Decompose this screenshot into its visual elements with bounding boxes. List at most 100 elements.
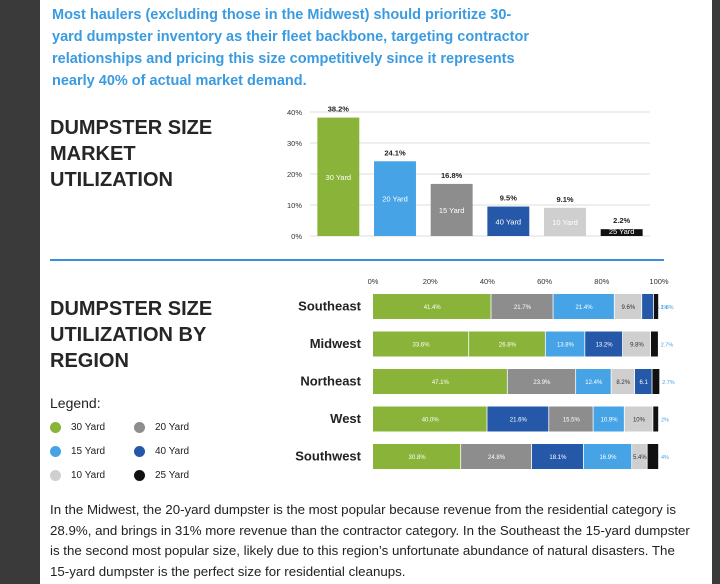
segment-value-label: 13.2%	[596, 343, 614, 349]
stack-segment	[653, 406, 659, 432]
bar-value-label: 24.1%	[384, 148, 406, 157]
bar-category-label: 20 Yard	[382, 195, 408, 204]
segment-value-label: 10%	[633, 418, 646, 424]
x-tick-label: 80%	[594, 277, 609, 286]
stack-segment	[642, 294, 654, 319]
legend-item: 30 Yard	[50, 422, 105, 433]
legend-swatch	[50, 470, 61, 481]
stack-segment	[632, 444, 647, 469]
legend-swatch	[134, 470, 145, 481]
legend-swatch	[134, 446, 145, 457]
segment-value-label: 47.1%	[432, 380, 450, 386]
market-utilization-title: DUMPSTER SIZE MARKET UTILIZATION	[50, 117, 213, 191]
legend-title: Legend:	[50, 395, 101, 411]
region-utilization-title: DUMPSTER SIZE UTILIZATION BY REGION	[50, 298, 213, 372]
window-frame-right	[712, 0, 720, 584]
segment-value-label: 4.1%	[656, 305, 669, 311]
segment-value-label: 2%	[661, 418, 669, 424]
segment-value-label: 21.7%	[514, 305, 532, 311]
stack-segment	[507, 369, 576, 394]
stack-segment	[624, 406, 653, 432]
segment-value-label: 2.7%	[661, 343, 674, 349]
stack-segment	[549, 406, 593, 432]
y-tick-label: 20%	[287, 170, 302, 179]
legend-label: 10 Yard	[71, 470, 106, 481]
y-tick-label: 0%	[291, 232, 302, 241]
legend-swatch	[134, 422, 145, 433]
stack-segment	[583, 444, 632, 469]
y-tick-label: 10%	[287, 201, 302, 210]
segment-value-label: 9.6%	[622, 305, 636, 311]
headline: Most haulers (excluding those in the Mid…	[52, 7, 529, 89]
bar	[374, 161, 416, 236]
stack-segment	[373, 444, 461, 469]
footer-paragraph: In the Midwest, the 20-yard dumpster is …	[50, 502, 690, 579]
section-divider	[50, 259, 664, 261]
stack-segment	[469, 331, 545, 357]
segment-value-label: 5.4%	[633, 455, 647, 461]
bar	[430, 183, 473, 236]
legend-item: 40 Yard	[134, 446, 189, 457]
segment-value-label: 4%	[661, 455, 669, 461]
legend-swatch	[50, 446, 61, 457]
stack-segment	[487, 406, 549, 432]
stack-segment	[614, 294, 642, 319]
stack-segment	[553, 294, 614, 319]
legend-label: 20 Yard	[155, 422, 190, 433]
region-utilization-chart: 0% 20% 40% 60% 80% 100% Southeast 41.4% 21.7% 21.…	[295, 277, 675, 469]
segment-value-label: 40.0%	[422, 418, 440, 424]
legend-item: 10 Yard	[50, 470, 105, 481]
segment-value-label: 13.8%	[557, 343, 575, 349]
stack-segment	[652, 369, 660, 394]
stack-segment	[545, 331, 585, 357]
bar-category-label: 25 Yard	[609, 227, 635, 236]
stack-segment	[373, 331, 469, 357]
bar-value-label: 9.5%	[500, 194, 517, 203]
stack-segment	[373, 369, 507, 394]
bar	[317, 117, 360, 236]
bar-category-label: 15 Yard	[439, 206, 465, 215]
stack-segment	[622, 331, 651, 357]
region-label: Northeast	[300, 374, 361, 389]
legend-label: 30 Yard	[71, 422, 106, 433]
stack-segment	[634, 369, 652, 394]
stack-segment	[576, 369, 611, 394]
segment-value-label: 24.8%	[488, 455, 506, 461]
segment-value-label: 30.8%	[409, 455, 427, 461]
legend-label: 25 Yard	[155, 470, 190, 481]
bar-value-label: 16.8%	[441, 171, 463, 180]
legend-swatch	[50, 422, 61, 433]
region-label: Southeast	[298, 299, 362, 314]
segment-value-label: 26.8%	[499, 343, 517, 349]
segment-value-label: 41.4%	[424, 305, 442, 311]
bar-category-label: 10 Yard	[552, 218, 578, 227]
legend-label: 40 Yard	[155, 446, 190, 457]
x-tick-label: 20%	[423, 277, 438, 286]
region-label: Southwest	[295, 449, 361, 464]
bar-value-label: 38.2%	[328, 105, 350, 114]
x-tick-label: 60%	[537, 277, 552, 286]
segment-value-label: 21.4%	[576, 305, 594, 311]
legend-label: 15 Yard	[71, 446, 106, 457]
bar	[544, 207, 586, 236]
segment-value-label: 10.9%	[601, 418, 619, 424]
segment-value-label: 15.5%	[563, 418, 581, 424]
bar-category-label: 40 Yard	[496, 217, 522, 226]
x-tick-label: 0%	[368, 277, 379, 286]
legend-item: 20 Yard	[134, 422, 189, 433]
bar	[600, 229, 643, 236]
segment-value-label: 2.7%	[662, 380, 675, 386]
region-label: Midwest	[310, 336, 362, 351]
stack-segment	[491, 294, 553, 319]
stack-segment	[532, 444, 583, 469]
stack-segment	[585, 331, 623, 357]
segment-value-label: 12.4%	[585, 380, 603, 386]
region-label: West	[330, 411, 361, 426]
segment-value-label: 9.8%	[630, 343, 644, 349]
y-tick-label: 30%	[287, 139, 302, 148]
stack-segment	[611, 369, 635, 394]
segment-value-label: 18.1%	[549, 455, 567, 461]
report-page: Most haulers (excluding those in the Mid…	[40, 0, 712, 584]
market-utilization-chart: 0% 10% 20% 30% 40% 38.2% 30 Yard 24.1% 20 Yard 16…	[287, 105, 650, 241]
bar-value-label: 2.2%	[613, 216, 630, 225]
